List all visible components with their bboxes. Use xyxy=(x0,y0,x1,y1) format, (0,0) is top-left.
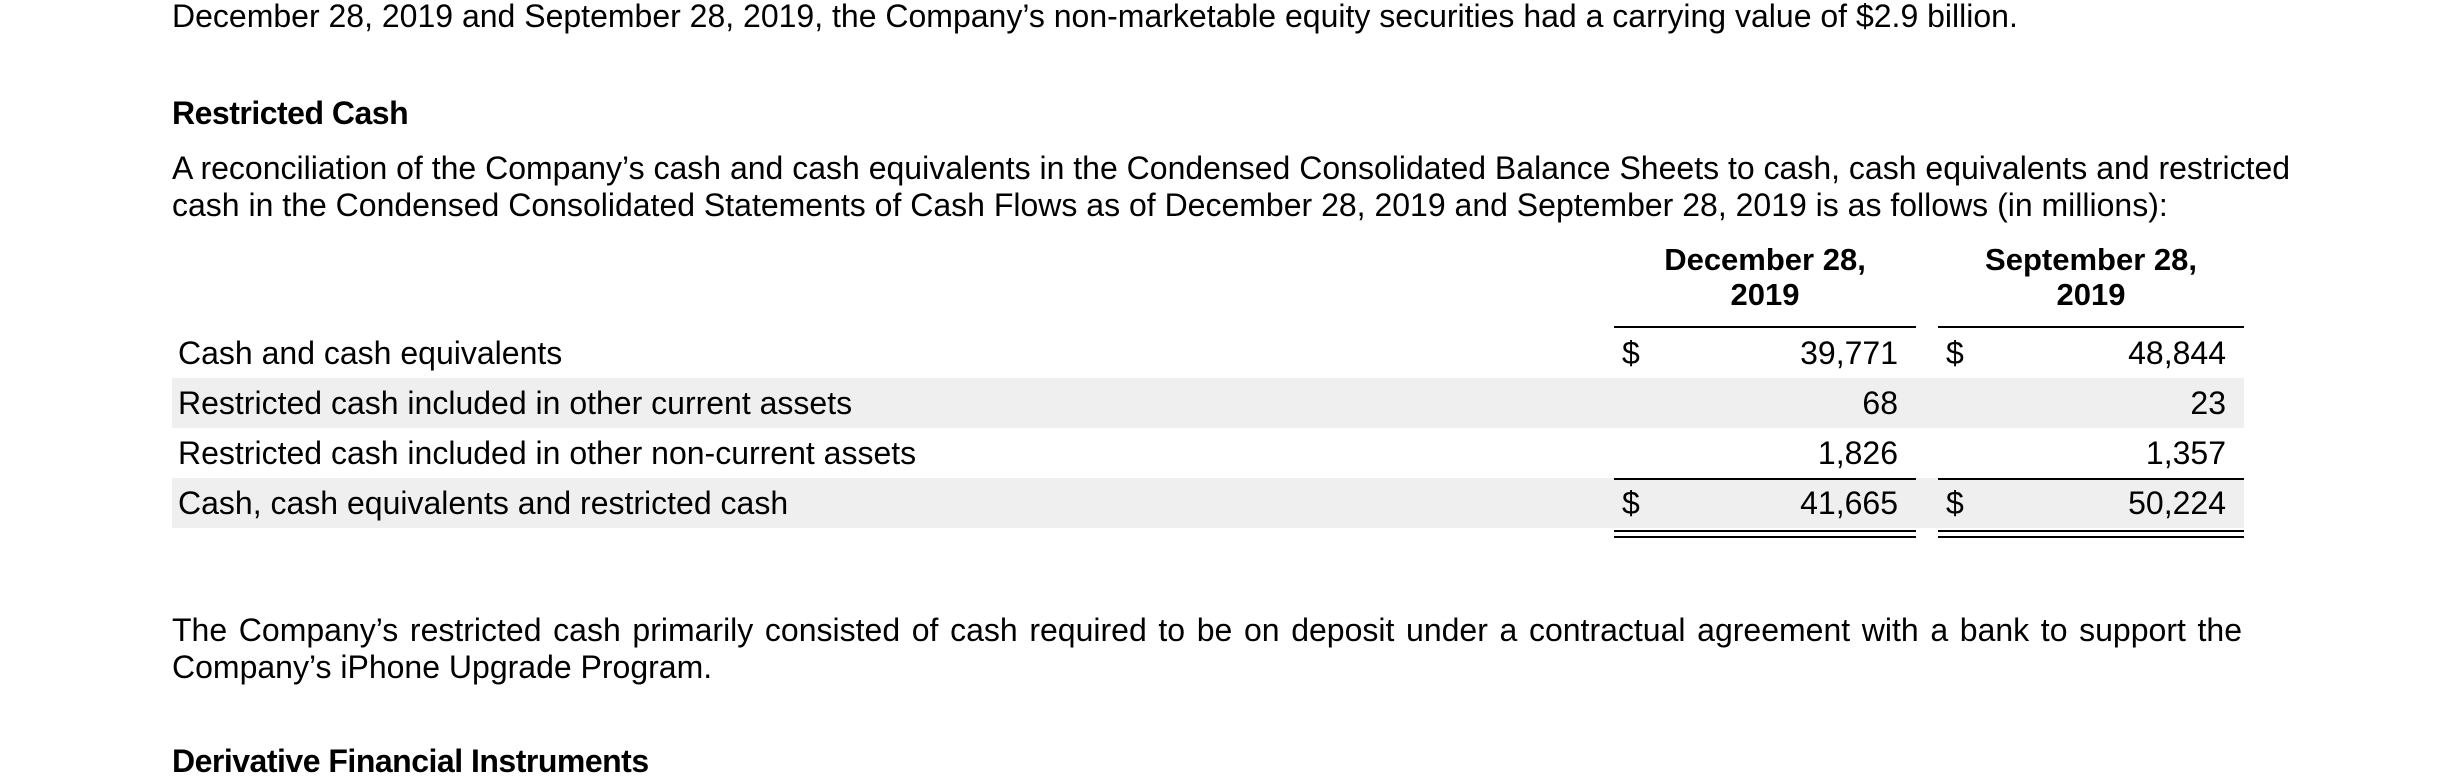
row-label: Restricted cash included in other non-cu… xyxy=(178,435,917,471)
column-header-line: 2019 xyxy=(2056,277,2126,312)
intro-paragraph-line: A reconciliation of the Company’s cash a… xyxy=(172,150,2291,186)
closing-paragraph-line: The Company’s restricted cash primarily … xyxy=(172,612,2242,648)
value-december: 41,665 xyxy=(1800,485,1898,521)
total-double-underline xyxy=(1938,536,2244,538)
continued-text-line: December 28, 2019 and September 28, 2019… xyxy=(172,0,2018,34)
total-double-underline xyxy=(1614,536,1916,538)
intro-paragraph: A reconciliation of the Company’s cash a… xyxy=(172,150,2291,224)
total-double-underline xyxy=(1938,530,2244,532)
value-september: 1,357 xyxy=(2145,435,2226,471)
column-header-line: December 28, xyxy=(1664,242,1866,277)
total-top-rule xyxy=(1938,478,2244,480)
column-header-september-2019: September 28, 2019 xyxy=(1938,242,2244,312)
intro-paragraph-line: cash in the Condensed Consolidated State… xyxy=(172,187,2168,223)
table-total-row: Cash, cash equivalents and restricted ca… xyxy=(172,478,2244,528)
total-double-underline xyxy=(1614,530,1916,532)
row-label: Restricted cash included in other curren… xyxy=(178,385,853,421)
value-september: 48,844 xyxy=(2128,335,2226,371)
table-row: Restricted cash included in other non-cu… xyxy=(172,428,2244,478)
row-label: Cash and cash equivalents xyxy=(178,335,563,371)
value-december: 1,826 xyxy=(1817,435,1898,471)
column-header-december-2019: December 28, 2019 xyxy=(1614,242,1916,312)
column-header-line: September 28, xyxy=(1985,242,2197,277)
table-row: Restricted cash included in other curren… xyxy=(172,378,2244,428)
section-heading-restricted-cash: Restricted Cash xyxy=(172,95,409,131)
value-december: 68 xyxy=(1862,385,1898,421)
row-label: Cash, cash equivalents and restricted ca… xyxy=(178,485,789,521)
value-december: 39,771 xyxy=(1800,335,1898,371)
column-header-line: 2019 xyxy=(1730,277,1800,312)
section-heading-derivatives: Derivative Financial Instruments xyxy=(172,743,649,779)
currency-symbol: $ xyxy=(1622,485,1640,521)
currency-symbol: $ xyxy=(1946,335,1964,371)
total-top-rule xyxy=(1614,478,1916,480)
header-underline xyxy=(1938,326,2244,328)
closing-paragraph-line: Company’s iPhone Upgrade Program. xyxy=(172,649,713,685)
currency-symbol: $ xyxy=(1946,485,1964,521)
value-september: 50,224 xyxy=(2128,485,2226,521)
currency-symbol: $ xyxy=(1622,335,1640,371)
value-september: 23 xyxy=(2190,385,2226,421)
closing-paragraph: The Company’s restricted cash primarily … xyxy=(172,612,2242,686)
header-underline xyxy=(1614,326,1916,328)
table-row: Cash and cash equivalents $ 39,771 $ 48,… xyxy=(172,328,2244,378)
